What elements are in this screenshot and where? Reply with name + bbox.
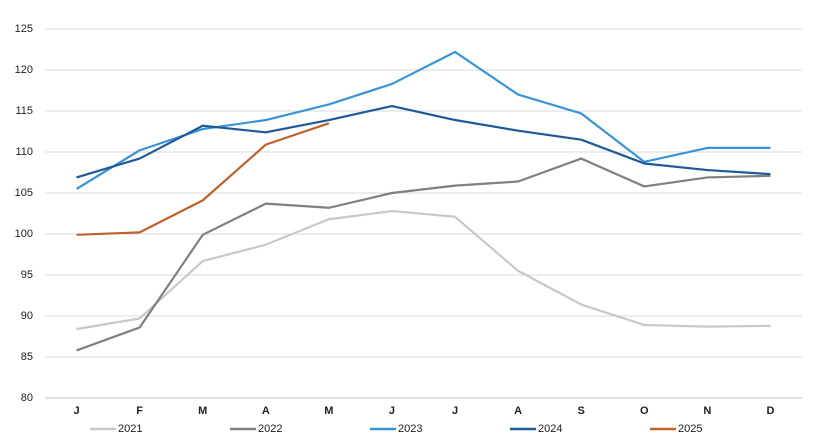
x-tick-label: M — [198, 405, 207, 417]
x-tick-label: A — [262, 405, 270, 417]
x-tick-label: J — [389, 405, 395, 417]
legend-label: 2021 — [118, 423, 142, 435]
y-tick-label: 100 — [15, 228, 33, 240]
legend-label: 2022 — [258, 423, 282, 435]
x-tick-label: D — [766, 405, 774, 417]
series-line — [76, 104, 771, 179]
legend-label: 2024 — [538, 423, 562, 435]
legend-label: 2025 — [678, 423, 702, 435]
legend-label: 2023 — [398, 423, 422, 435]
series-line — [76, 157, 771, 352]
y-tick-label: 105 — [15, 187, 33, 199]
x-tick-label: F — [136, 405, 143, 417]
x-tick-label: S — [578, 405, 585, 417]
y-tick-label: 95 — [21, 269, 33, 281]
x-tick-label: N — [703, 405, 711, 417]
y-tick-label: 85 — [21, 351, 33, 363]
x-tick-label: O — [640, 405, 649, 417]
x-tick-label: J — [452, 405, 458, 417]
y-tick-label: 125 — [15, 23, 33, 35]
y-tick-label: 110 — [15, 146, 33, 158]
x-tick-label: J — [73, 405, 79, 417]
series-line — [75, 50, 771, 190]
y-tick-label: 80 — [21, 392, 33, 404]
y-tick-label: 90 — [21, 310, 33, 322]
x-tick-label: A — [514, 405, 522, 417]
x-tick-label: M — [324, 405, 333, 417]
series-line — [76, 209, 771, 331]
series-line — [76, 122, 330, 236]
y-tick-label: 120 — [15, 64, 33, 76]
y-tick-label: 115 — [15, 105, 33, 117]
